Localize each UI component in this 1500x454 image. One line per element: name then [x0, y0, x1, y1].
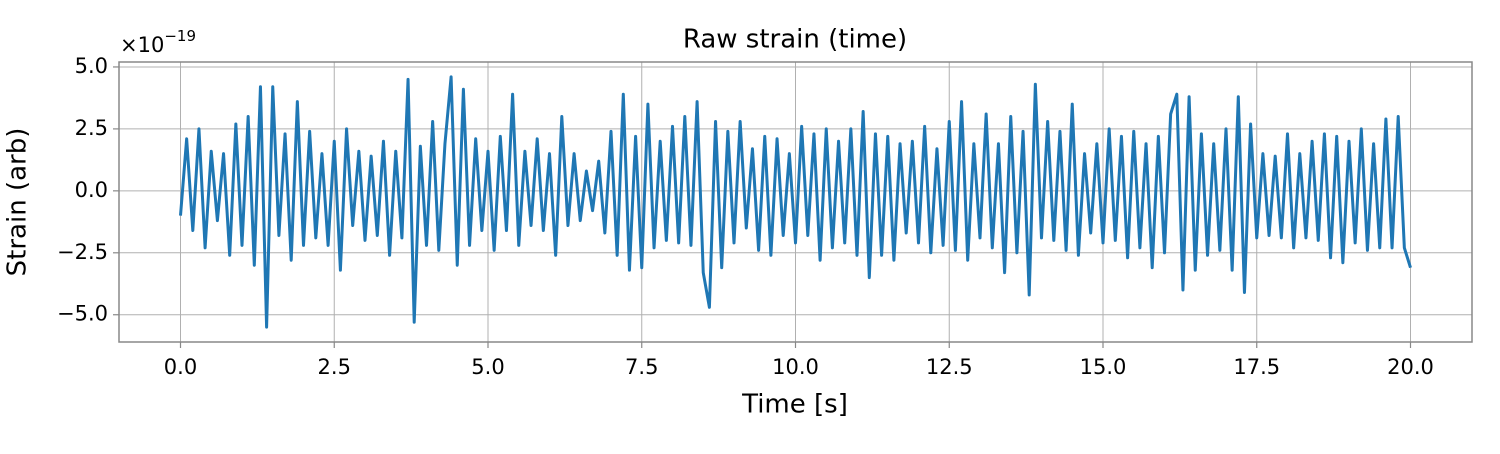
x-tick-label: 17.5 — [1233, 355, 1280, 379]
chart-title: Raw strain (time) — [683, 25, 907, 55]
y-offset-base: ×10 — [120, 33, 164, 57]
y-tick-label: 5.0 — [75, 54, 108, 78]
y-offset-label: ×10−19 — [120, 27, 196, 58]
strain-line — [179, 75, 1412, 329]
y-tick-label: 2.5 — [75, 116, 108, 140]
x-tick-label: 20.0 — [1387, 355, 1434, 379]
plot-frame — [118, 61, 1473, 343]
y-axis-label: Strain (arb) — [3, 128, 33, 277]
x-tick-label: 10.0 — [772, 355, 819, 379]
y-offset-exponent: −19 — [164, 27, 196, 45]
x-tick-label: 7.5 — [625, 355, 658, 379]
y-tick-label: −5.0 — [57, 302, 108, 326]
x-tick-label: 12.5 — [926, 355, 973, 379]
y-tick-label: 0.0 — [75, 178, 108, 202]
x-tick-label: 0.0 — [164, 355, 197, 379]
x-axis-label: Time [s] — [741, 390, 848, 420]
x-tick-label: 15.0 — [1080, 355, 1127, 379]
x-tick-label: 5.0 — [471, 355, 504, 379]
x-tick-label: 2.5 — [318, 355, 351, 379]
y-tick-label: −2.5 — [57, 240, 108, 264]
